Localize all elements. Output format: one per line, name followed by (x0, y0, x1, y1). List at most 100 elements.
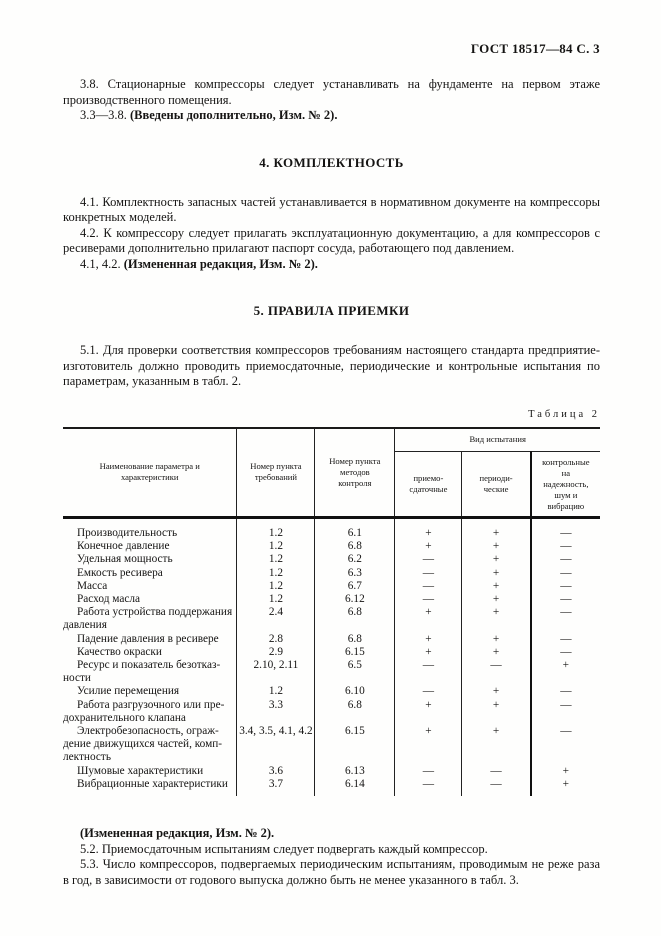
cell-requirement-clause: 1.2 (236, 553, 315, 567)
cell-control-method-clause: 6.10 (314, 685, 395, 699)
cell-control-mark: — (529, 606, 600, 633)
cell-requirement-clause: 1.2 (236, 540, 315, 554)
cell-periodic-mark: — (461, 659, 531, 686)
table-row: Электробезопасность, ограж- дение движущ… (63, 725, 600, 765)
paragraph-3-8: 3.8. Стационарные компрессоры следует ус… (63, 77, 600, 107)
cell-requirement-clause: 3.3 (236, 698, 315, 726)
table-row: Работа разгрузочного или пре- дохранител… (63, 698, 600, 726)
amendment-note: (Измененная редакция, Изм. № 2). (123, 256, 318, 271)
cell-requirement-clause: 2.10, 2.11 (236, 659, 315, 686)
paragraph-4-1: 4.1. Комплектность запасных частей устан… (63, 194, 600, 225)
cell-periodic-mark: + (461, 725, 531, 765)
paragraph-5-3: 5.3. Число компрессоров, подвергаемых пе… (63, 857, 600, 887)
cell-periodic-mark: — (461, 777, 531, 797)
column-header-test-type: Вид испытания (394, 427, 600, 452)
cell-acceptance-mark: — (394, 659, 462, 686)
amendment-note: (Измененная редакция, Изм. № 2). (80, 826, 275, 841)
cell-periodic-mark: + (461, 553, 531, 567)
cell-control-method-clause: 6.8 (314, 698, 395, 726)
cell-parameter-name: Производительность (77, 527, 178, 539)
cell-control-method-clause: 6.8 (314, 632, 395, 646)
cell-control-method-clause: 6.8 (314, 540, 395, 554)
table-row: Шумовые характеристики 3.6 6.13— — + (63, 764, 600, 778)
table-caption: Таблица 2 (528, 408, 600, 420)
cell-control-mark: — (529, 632, 600, 646)
table-row: Производительность 1.2 6.1 + + — (63, 517, 600, 541)
cell-control-mark: — (529, 698, 600, 726)
table-row: Вибрационные характеристики 3.7 6.14— — + (63, 777, 600, 797)
cell-parameter-name: Работа устройства поддержания давления (63, 606, 233, 632)
table-row: Падение давления в ресивере 2.8 6.8 + + — (63, 632, 600, 646)
cell-control-mark: — (529, 685, 600, 699)
column-header-control-method-clause: Номер пункта методов контроля (314, 427, 395, 518)
cell-control-mark: — (529, 540, 600, 554)
paragraph-4-2: 4.2. К компрессору следует прилагать экс… (63, 225, 600, 256)
cell-acceptance-mark: — (394, 593, 462, 607)
cell-periodic-mark: + (461, 685, 531, 699)
cell-parameter-name: Электробезопасность, ограж- дение движущ… (63, 725, 223, 764)
cell-control-mark: — (529, 725, 600, 765)
cell-control-mark: — (529, 579, 600, 594)
cell-parameter-name: Шумовые характеристики (77, 764, 204, 777)
cell-periodic-mark: + (461, 517, 531, 541)
amendment-4-1-4-2: 4.1, 4.2. (Измененная редакция, Изм. № 2… (63, 257, 600, 273)
cell-requirement-clause: 2.8 (236, 632, 315, 646)
cell-acceptance-mark: + (394, 517, 462, 541)
cell-parameter-name: Работа разгрузочного или пре- дохранител… (63, 698, 225, 724)
cell-control-mark: — (529, 593, 600, 607)
amendment-after-table: (Измененная редакция, Изм. № 2). (63, 826, 600, 842)
cell-control-method-clause: 6.8 (314, 606, 395, 633)
cell-acceptance-mark: — (394, 566, 462, 580)
table-row: Расход масла 1.2 6.12— + — (63, 593, 600, 607)
cell-periodic-mark: + (461, 698, 531, 726)
section-heading-5: 5. ПРАВИЛА ПРИЕМКИ (253, 303, 410, 318)
cell-acceptance-mark: + (394, 606, 462, 633)
cell-control-method-clause: 6.3 (314, 566, 395, 580)
page-header-gost-number: ГОСТ 18517—84 С. 3 (470, 41, 600, 56)
cell-parameter-name: Масса (77, 579, 108, 592)
cell-control-method-clause: 6.1 (314, 517, 395, 541)
cell-parameter-name: Емкость ресивера (77, 566, 163, 579)
cell-parameter-name: Ресурс и показатель безотказ- ности (63, 659, 221, 685)
table-row: Усилие перемещения 1.2 6.10— + — (63, 685, 600, 699)
column-header-requirement-clause: Номер пункта требований (236, 427, 315, 518)
cell-parameter-name: Качество окраски (77, 645, 162, 658)
table-row: Ресурс и показатель безотказ- ности 2.10,… (63, 659, 600, 686)
cell-acceptance-mark: — (394, 579, 462, 594)
amendment-note: (Введены дополнительно, Изм. № 2). (130, 108, 338, 122)
cell-acceptance-mark: + (394, 698, 462, 726)
cell-acceptance-mark: — (394, 685, 462, 699)
table-row: Работа устройства поддержания давления 2.… (63, 606, 600, 633)
cell-parameter-name: Удельная мощность (77, 553, 173, 566)
cell-requirement-clause: 1.2 (236, 566, 315, 580)
cell-control-mark: — (529, 645, 600, 660)
cell-periodic-mark: + (461, 540, 531, 554)
table-body: Производительность 1.2 6.1 + + — Конечное давл… (63, 517, 600, 797)
amendment-3-3-3-8: 3.3—3.8. (Введены дополнительно, Изм. № … (63, 108, 600, 124)
table-row: Качество окраски 2.9 6.15 + + — (63, 645, 600, 660)
cell-control-method-clause: 6.15 (314, 645, 395, 660)
cell-periodic-mark: + (461, 632, 531, 646)
cell-acceptance-mark: — (394, 764, 462, 778)
cell-periodic-mark: + (461, 606, 531, 633)
cell-requirement-clause: 3.6 (236, 764, 315, 778)
table-row: Конечное давление 1.2 6.8 + + — (63, 540, 600, 554)
table-row: Удельная мощность 1.2 6.2— + — (63, 553, 600, 567)
cell-requirement-clause: 1.2 (236, 685, 315, 699)
cell-parameter-name: Конечное давление (77, 540, 170, 553)
cell-parameter-name: Расход масла (77, 593, 141, 606)
cell-control-mark: — (529, 553, 600, 567)
cell-control-method-clause: 6.5 (314, 659, 395, 686)
table-row: Масса 1.2 6.7— + — (63, 579, 600, 594)
cell-control-method-clause: 6.13 (314, 764, 395, 778)
cell-requirement-clause: 2.4 (236, 606, 315, 633)
cell-periodic-mark: + (461, 566, 531, 580)
paragraph-5-1: 5.1. Для проверки соответствия компрессо… (63, 343, 600, 388)
cell-acceptance-mark: — (394, 777, 462, 797)
cell-acceptance-mark: + (394, 632, 462, 646)
cell-periodic-mark: + (461, 645, 531, 660)
cell-requirement-clause: 1.2 (236, 579, 315, 594)
cell-requirement-clause: 1.2 (236, 593, 315, 607)
table-header: Наименование параметра и характеристики … (63, 427, 600, 518)
